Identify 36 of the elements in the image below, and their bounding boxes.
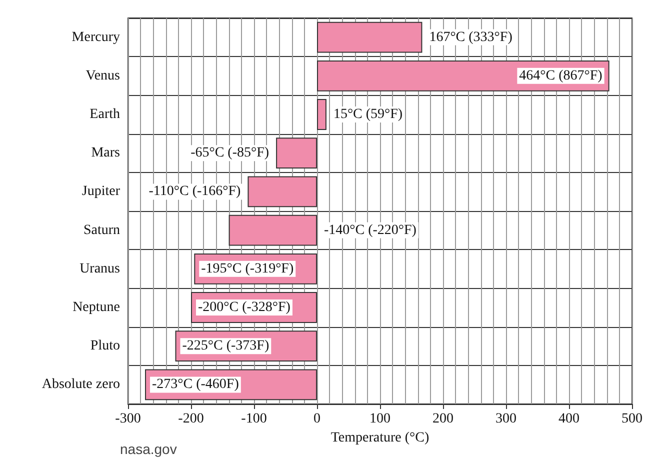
data-label: 464°C (867°F) <box>519 68 603 84</box>
x-tick-label: 100 <box>370 412 390 426</box>
bar <box>276 138 317 169</box>
y-tick-label: Pluto <box>90 338 120 354</box>
bar <box>228 214 317 246</box>
x-tick-label: 0 <box>314 412 320 426</box>
data-label: -140°C (-220°F) <box>324 222 417 238</box>
x-tick-label: -200 <box>178 412 204 426</box>
y-tick-label: Neptune <box>72 300 120 315</box>
data-label: -200°C (-328°F) <box>198 300 291 315</box>
text: nasa.gov <box>120 441 177 457</box>
bar <box>317 99 326 130</box>
y-tick-label: Mars <box>91 146 120 161</box>
y-tick-label: Venus <box>86 68 120 84</box>
y-tick-label: Jupiter <box>82 184 120 200</box>
x-axis-title: Temperature (°C) <box>330 430 430 446</box>
data-label: -225°C (-373F) <box>182 338 270 354</box>
x-tick-label: 200 <box>432 412 454 426</box>
y-tick-label: Saturn <box>83 222 120 238</box>
data-label: 167°C (333°F) <box>429 30 513 45</box>
y-tick-label: Mercury <box>72 30 120 45</box>
x-tick-label: -300 <box>115 412 141 426</box>
y-tick-label: Uranus <box>80 261 120 276</box>
bar <box>248 176 317 208</box>
x-tick-label: 500 <box>622 412 642 426</box>
x-tick-label: 400 <box>558 412 580 426</box>
x-tick-label: -100 <box>241 412 267 426</box>
data-label: -195°C (-319°F) <box>201 261 294 276</box>
data-label: -65°C (-85°F) <box>190 146 270 161</box>
data-label: 15°C (59°F) <box>333 107 403 122</box>
data-label: -110°C (-166°F) <box>148 184 242 200</box>
y-tick-label: Earth <box>90 107 120 122</box>
y-tick-label: Absolute zero <box>42 377 120 392</box>
data-label: -273°C (-460F) <box>152 377 240 392</box>
bar <box>317 22 422 53</box>
x-tick-label: 300 <box>496 412 516 426</box>
